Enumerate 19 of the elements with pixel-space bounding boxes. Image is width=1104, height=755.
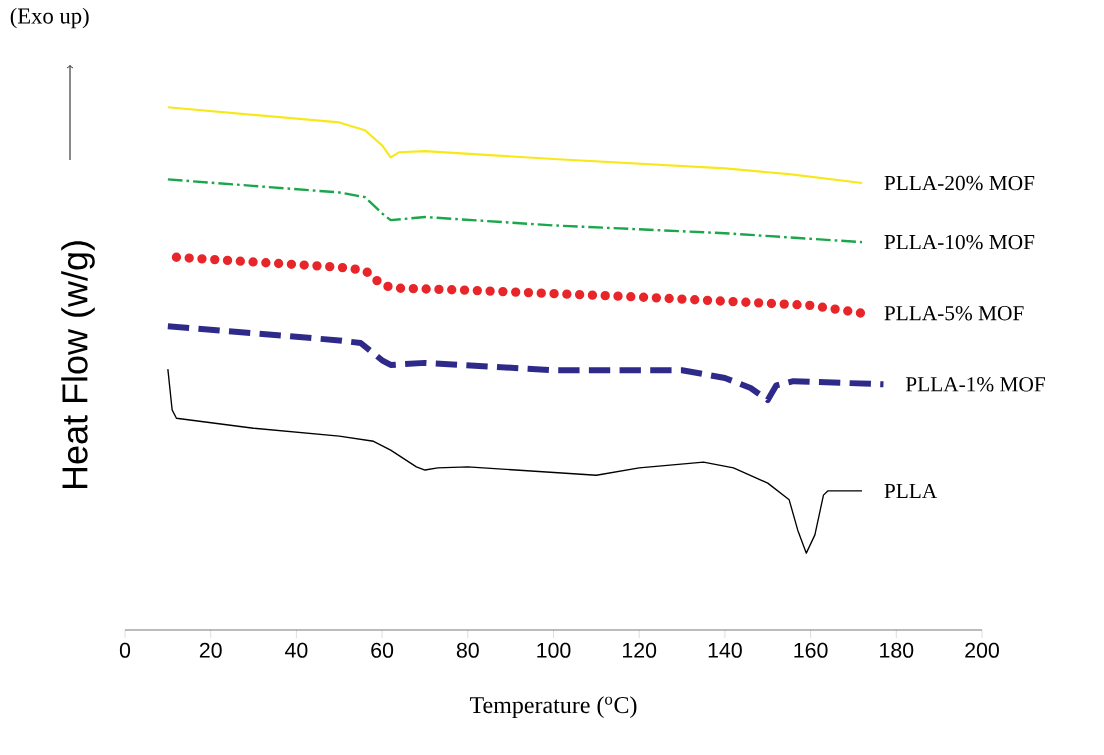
series-label: PLLA-20% MOF [884,175,1035,191]
series-label: PLLA [884,483,938,498]
series-label: PLLA-5% MOF [884,305,1024,321]
x-tick-label: 0 [119,642,131,658]
x-tick-label: 80 [456,642,479,658]
x-tick-label: 20 [199,642,222,658]
x-tick-label: 200 [965,642,999,658]
x-tick-label: 100 [537,642,571,658]
series-label: PLLA-1% MOF [905,377,1045,392]
y-axis-title: Heat Flow (w/g) [61,241,95,489]
x-tick-label: 40 [285,642,308,658]
series-label: PLLA-10% MOF [884,234,1035,250]
x-tick-label: 60 [371,642,394,658]
text: (Exo up) [10,7,89,29]
x-tick-label: 120 [623,642,657,658]
x-tick-label: 160 [794,642,828,658]
x-axis-title: Temperature ($^{o}$C) [469,696,637,719]
x-tick-label: 140 [708,642,742,658]
x-tick-label: 180 [880,642,914,658]
